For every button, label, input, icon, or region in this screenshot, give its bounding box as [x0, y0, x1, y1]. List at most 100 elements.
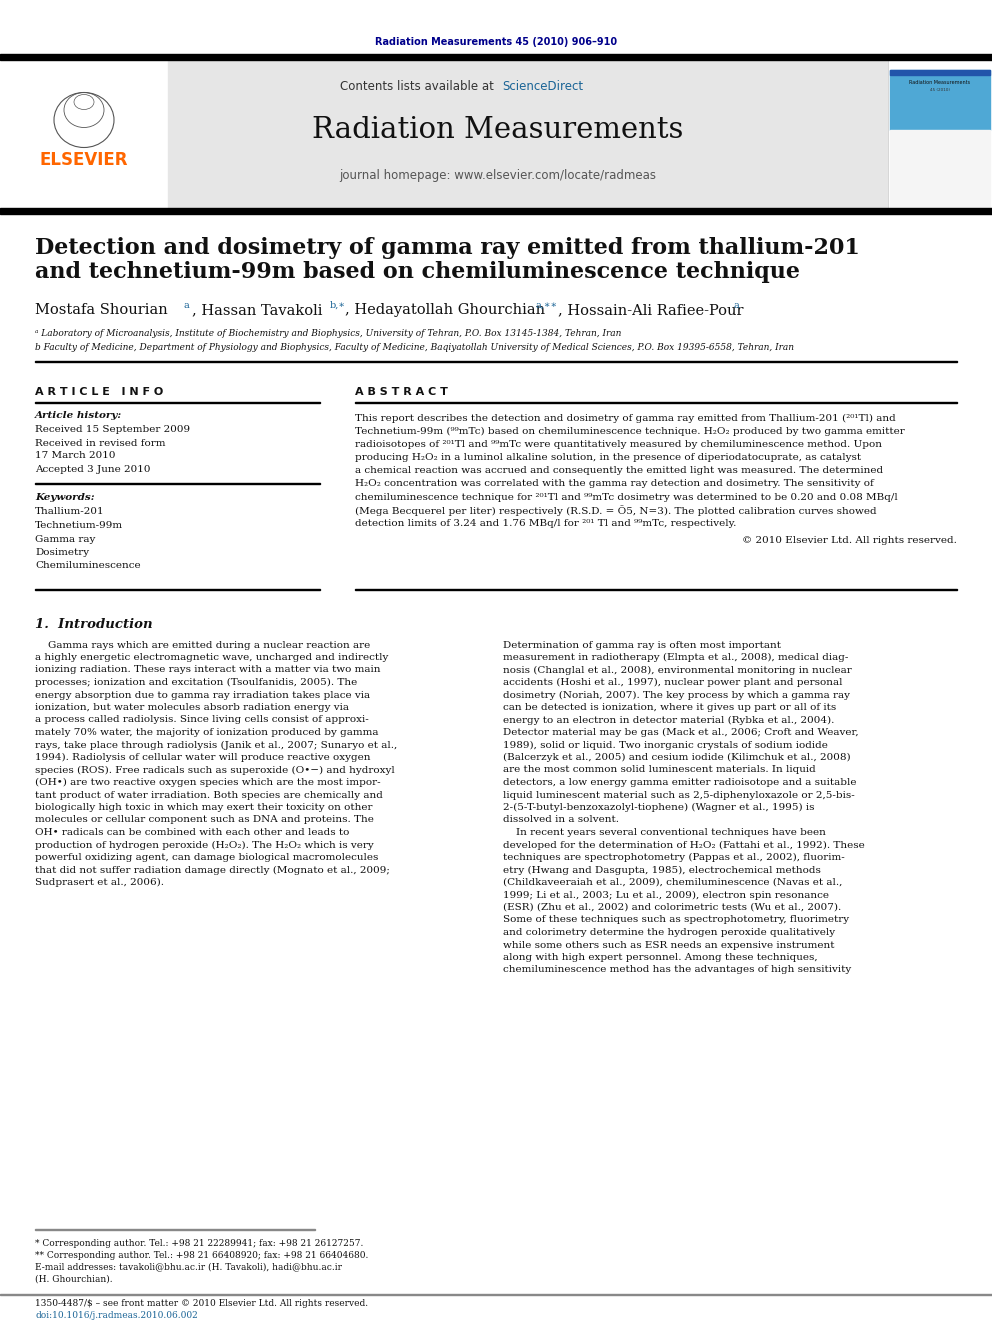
Text: © 2010 Elsevier Ltd. All rights reserved.: © 2010 Elsevier Ltd. All rights reserved… — [742, 536, 957, 545]
Text: ionization, but water molecules absorb radiation energy via: ionization, but water molecules absorb r… — [35, 703, 349, 712]
Text: that did not suffer radiation damage directly (Mognato et al., 2009;: that did not suffer radiation damage dir… — [35, 865, 390, 875]
Text: and technetium-99m based on chemiluminescence technique: and technetium-99m based on chemilumines… — [35, 261, 800, 283]
Text: This report describes the detection and dosimetry of gamma ray emitted from Thal: This report describes the detection and … — [355, 413, 896, 422]
Text: In recent years several conventional techniques have been: In recent years several conventional tec… — [503, 828, 826, 837]
Text: Some of these techniques such as spectrophotometry, fluorimetry: Some of these techniques such as spectro… — [503, 916, 849, 925]
Text: a highly energetic electromagnetic wave, uncharged and indirectly: a highly energetic electromagnetic wave,… — [35, 654, 389, 662]
Text: a chemical reaction was accrued and consequently the emitted light was measured.: a chemical reaction was accrued and cons… — [355, 466, 883, 475]
Text: energy to an electron in detector material (Rybka et al., 2004).: energy to an electron in detector materi… — [503, 716, 834, 725]
Text: Received 15 September 2009: Received 15 September 2009 — [35, 426, 190, 434]
Text: Mostafa Shourian: Mostafa Shourian — [35, 303, 168, 318]
Text: processes; ionization and excitation (Tsoulfanidis, 2005). The: processes; ionization and excitation (Ts… — [35, 677, 357, 687]
Text: Chemiluminescence: Chemiluminescence — [35, 561, 141, 570]
Text: techniques are spectrophotometry (Pappas et al., 2002), fluorim-: techniques are spectrophotometry (Pappas… — [503, 853, 845, 863]
Bar — [168, 60, 888, 208]
Text: rays, take place through radiolysis (Janik et al., 2007; Sunaryo et al.,: rays, take place through radiolysis (Jan… — [35, 741, 397, 750]
Text: Dosimetry: Dosimetry — [35, 548, 89, 557]
Text: accidents (Hoshi et al., 1997), nuclear power plant and personal: accidents (Hoshi et al., 1997), nuclear … — [503, 677, 842, 687]
Text: 1350-4487/$ – see front matter © 2010 Elsevier Ltd. All rights reserved.: 1350-4487/$ – see front matter © 2010 El… — [35, 1299, 368, 1308]
Text: and colorimetry determine the hydrogen peroxide qualitatively: and colorimetry determine the hydrogen p… — [503, 927, 835, 937]
Text: * Corresponding author. Tel.: +98 21 22289941; fax: +98 21 26127257.: * Corresponding author. Tel.: +98 21 222… — [35, 1238, 363, 1248]
Text: Radiation Measurements 45 (2010) 906–910: Radiation Measurements 45 (2010) 906–910 — [375, 37, 617, 48]
Text: chemiluminescence technique for ²⁰¹Tl and ⁹⁹mTc dosimetry was determined to be 0: chemiluminescence technique for ²⁰¹Tl an… — [355, 492, 898, 501]
Text: Received in revised form: Received in revised form — [35, 438, 166, 447]
Text: b Faculty of Medicine, Department of Physiology and Biophysics, Faculty of Medic: b Faculty of Medicine, Department of Phy… — [35, 343, 794, 352]
Text: production of hydrogen peroxide (H₂O₂). The H₂O₂ which is very: production of hydrogen peroxide (H₂O₂). … — [35, 840, 374, 849]
Text: are the most common solid luminescent materials. In liquid: are the most common solid luminescent ma… — [503, 766, 815, 774]
Text: a: a — [183, 300, 188, 310]
Text: Keywords:: Keywords: — [35, 493, 94, 503]
Text: powerful oxidizing agent, can damage biological macromolecules: powerful oxidizing agent, can damage bio… — [35, 853, 378, 863]
Bar — [890, 130, 990, 208]
Text: species (ROS). Free radicals such as superoxide (O•−) and hydroxyl: species (ROS). Free radicals such as sup… — [35, 766, 395, 774]
Text: energy absorption due to gamma ray irradiation takes place via: energy absorption due to gamma ray irrad… — [35, 691, 370, 700]
Text: nosis (Changlal et al., 2008), environmental monitoring in nuclear: nosis (Changlal et al., 2008), environme… — [503, 665, 852, 675]
Text: along with high expert personnel. Among these techniques,: along with high expert personnel. Among … — [503, 953, 817, 962]
Text: ELSEVIER: ELSEVIER — [40, 151, 128, 169]
Text: E-mail addresses: tavakoli@bhu.ac.ir (H. Tavakoli), hadi@bhu.ac.ir: E-mail addresses: tavakoli@bhu.ac.ir (H.… — [35, 1262, 342, 1271]
Text: , Hassan Tavakoli: , Hassan Tavakoli — [192, 303, 322, 318]
Text: Detector material may be gas (Mack et al., 2006; Croft and Weaver,: Detector material may be gas (Mack et al… — [503, 728, 859, 737]
Text: a: a — [733, 300, 739, 310]
Bar — [0, 54, 992, 60]
Text: 17 March 2010: 17 March 2010 — [35, 451, 115, 460]
Text: 1994). Radiolysis of cellular water will produce reactive oxygen: 1994). Radiolysis of cellular water will… — [35, 753, 370, 762]
Text: Contents lists available at: Contents lists available at — [340, 81, 498, 94]
Text: A B S T R A C T: A B S T R A C T — [355, 388, 447, 397]
Text: (ESR) (Zhu et al., 2002) and colorimetric tests (Wu et al., 2007).: (ESR) (Zhu et al., 2002) and colorimetri… — [503, 904, 841, 912]
Text: 1989), solid or liquid. Two inorganic crystals of sodium iodide: 1989), solid or liquid. Two inorganic cr… — [503, 741, 828, 750]
Text: A R T I C L E   I N F O: A R T I C L E I N F O — [35, 388, 164, 397]
Text: Technetium-99m: Technetium-99m — [35, 521, 123, 531]
Text: mately 70% water, the majority of ionization produced by gamma: mately 70% water, the majority of ioniza… — [35, 728, 379, 737]
Text: while some others such as ESR needs an expensive instrument: while some others such as ESR needs an e… — [503, 941, 834, 950]
Text: etry (Hwang and Dasgupta, 1985), electrochemical methods: etry (Hwang and Dasgupta, 1985), electro… — [503, 865, 820, 875]
Text: (Balcerzyk et al., 2005) and cesium iodide (Kilimchuk et al., 2008): (Balcerzyk et al., 2005) and cesium iodi… — [503, 753, 850, 762]
Text: 2-(5-T-butyl-benzoxazolyl-tiophene) (Wagner et al., 1995) is: 2-(5-T-butyl-benzoxazolyl-tiophene) (Wag… — [503, 803, 814, 812]
Text: Radiation Measurements: Radiation Measurements — [910, 79, 970, 85]
Text: measurement in radiotherapy (Elmpta et al., 2008), medical diag-: measurement in radiotherapy (Elmpta et a… — [503, 654, 848, 662]
Text: liquid luminescent material such as 2,5-diphenyloxazole or 2,5-bis-: liquid luminescent material such as 2,5-… — [503, 791, 855, 799]
Text: ionizing radiation. These rays interact with a matter via two main: ionizing radiation. These rays interact … — [35, 665, 381, 675]
Text: 1.  Introduction: 1. Introduction — [35, 618, 153, 631]
Bar — [0, 208, 992, 214]
Text: 1999; Li et al., 2003; Lu et al., 2009), electron spin resonance: 1999; Li et al., 2003; Lu et al., 2009),… — [503, 890, 829, 900]
Text: chemiluminescence method has the advantages of high sensitivity: chemiluminescence method has the advanta… — [503, 966, 851, 975]
Bar — [888, 60, 992, 208]
Text: Article history:: Article history: — [35, 411, 122, 421]
Text: dissolved in a solvent.: dissolved in a solvent. — [503, 815, 619, 824]
Text: producing H₂O₂ in a luminol alkaline solution, in the presence of diperiodatocup: producing H₂O₂ in a luminol alkaline sol… — [355, 452, 861, 462]
Text: OH• radicals can be combined with each other and leads to: OH• radicals can be combined with each o… — [35, 828, 349, 837]
Text: Gamma rays which are emitted during a nuclear reaction are: Gamma rays which are emitted during a nu… — [35, 640, 370, 650]
Text: (OH•) are two reactive oxygen species which are the most impor-: (OH•) are two reactive oxygen species wh… — [35, 778, 381, 787]
Text: Gamma ray: Gamma ray — [35, 534, 95, 544]
Text: detectors, a low energy gamma emitter radioisotope and a suitable: detectors, a low energy gamma emitter ra… — [503, 778, 856, 787]
Text: Radiation Measurements: Radiation Measurements — [312, 116, 683, 144]
Text: (H. Ghourchian).: (H. Ghourchian). — [35, 1274, 113, 1283]
Text: , Hedayatollah Ghourchian: , Hedayatollah Ghourchian — [345, 303, 546, 318]
Text: a process called radiolysis. Since living cells consist of approxi-: a process called radiolysis. Since livin… — [35, 716, 369, 725]
Bar — [0, 60, 168, 208]
Text: molecules or cellular component such as DNA and proteins. The: molecules or cellular component such as … — [35, 815, 374, 824]
Text: , Hossain-Ali Rafiee-Pour: , Hossain-Ali Rafiee-Pour — [558, 303, 743, 318]
Text: journal homepage: www.elsevier.com/locate/radmeas: journal homepage: www.elsevier.com/locat… — [339, 168, 657, 181]
Text: tant product of water irradiation. Both species are chemically and: tant product of water irradiation. Both … — [35, 791, 383, 799]
Text: doi:10.1016/j.radmeas.2010.06.002: doi:10.1016/j.radmeas.2010.06.002 — [35, 1311, 197, 1319]
Text: detection limits of 3.24 and 1.76 MBq/l for ²⁰¹ Tl and ⁹⁹mTc, respectively.: detection limits of 3.24 and 1.76 MBq/l … — [355, 519, 736, 528]
Text: radioisotopes of ²⁰¹Tl and ⁹⁹mTc were quantitatively measured by chemiluminescen: radioisotopes of ²⁰¹Tl and ⁹⁹mTc were qu… — [355, 441, 882, 448]
Text: Technetium-99m (⁹⁹mTc) based on chemiluminescence technique. H₂O₂ produced by tw: Technetium-99m (⁹⁹mTc) based on chemilum… — [355, 426, 905, 435]
Text: can be detected is ionization, where it gives up part or all of its: can be detected is ionization, where it … — [503, 703, 836, 712]
Text: (Mega Becquerel per liter) respectively (R.S.D. = Õ5, N=3). The plotted calibrat: (Mega Becquerel per liter) respectively … — [355, 505, 877, 516]
Text: ᵃ Laboratory of Microanalysis, Institute of Biochemistry and Biophysics, Univers: ᵃ Laboratory of Microanalysis, Institute… — [35, 328, 621, 337]
Text: dosimetry (Noriah, 2007). The key process by which a gamma ray: dosimetry (Noriah, 2007). The key proces… — [503, 691, 850, 700]
Text: developed for the determination of H₂O₂ (Fattahi et al., 1992). These: developed for the determination of H₂O₂ … — [503, 840, 865, 849]
Bar — [890, 70, 990, 75]
Text: Sudprasert et al., 2006).: Sudprasert et al., 2006). — [35, 878, 164, 886]
Text: Thallium-201: Thallium-201 — [35, 508, 104, 516]
Text: (Childkaveeraiah et al., 2009), chemiluminescence (Navas et al.,: (Childkaveeraiah et al., 2009), chemilum… — [503, 878, 842, 886]
Text: b,∗: b,∗ — [330, 300, 346, 310]
Text: a,∗∗: a,∗∗ — [535, 300, 558, 310]
Text: Accepted 3 June 2010: Accepted 3 June 2010 — [35, 464, 151, 474]
Text: ScienceDirect: ScienceDirect — [502, 81, 583, 94]
Text: biologically high toxic in which may exert their toxicity on other: biologically high toxic in which may exe… — [35, 803, 373, 812]
Text: Determination of gamma ray is often most important: Determination of gamma ray is often most… — [503, 640, 781, 650]
